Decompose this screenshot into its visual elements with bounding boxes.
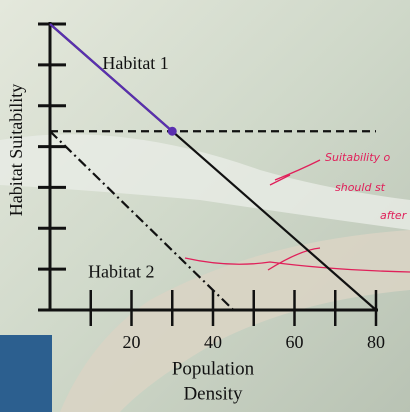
line	[49, 130, 235, 311]
annotation: Habitat 2	[88, 261, 154, 281]
photo-branch	[60, 230, 410, 412]
x-tick-label: 80	[367, 332, 385, 352]
photo-bird	[0, 134, 410, 230]
handwriting: Suitability o	[325, 151, 391, 164]
x-axis-label: Population	[172, 358, 255, 379]
photo-corner	[0, 335, 52, 412]
x-tick-label: 20	[123, 332, 141, 352]
handwriting: after	[380, 209, 408, 222]
x-tick-label: 60	[286, 332, 304, 352]
handwriting-stroke	[184, 247, 410, 273]
x-axis-label: Density	[183, 383, 243, 404]
x-tick-label: 40	[204, 332, 222, 352]
handwriting-arrow	[269, 159, 321, 186]
y-axis-label: Habitat Suitability	[6, 84, 26, 217]
point	[167, 126, 177, 136]
annotation: Habitat 1	[102, 53, 168, 73]
handwriting: should st	[335, 181, 386, 194]
line	[49, 23, 173, 133]
